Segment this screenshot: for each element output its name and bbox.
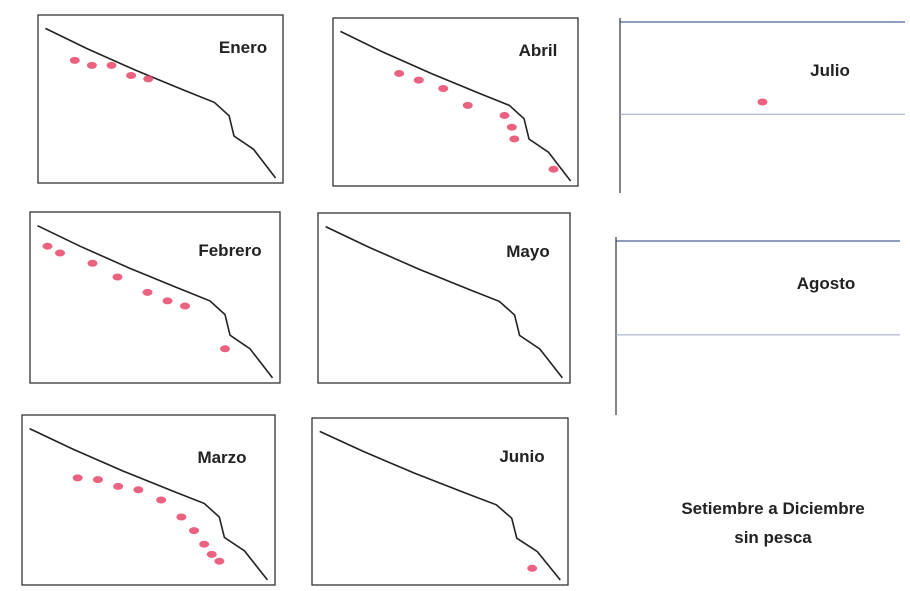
map-panel: Marzo: [21, 414, 276, 586]
catch-area: [462, 101, 473, 109]
map-panel: Agosto: [615, 237, 900, 415]
catch-area: [413, 76, 424, 84]
month-label: Marzo: [197, 448, 246, 467]
coastline: [340, 30, 572, 182]
note-line: sin pesca: [734, 528, 812, 547]
catch-area: [199, 540, 210, 548]
catch-area: [106, 61, 117, 69]
map-panel: Julio: [619, 18, 905, 193]
catch-area: [214, 557, 225, 565]
note-line: Setiembre a Diciembre: [681, 499, 864, 518]
coastline: [29, 427, 269, 581]
catch-area: [113, 482, 124, 490]
coastline: [325, 225, 564, 379]
map-panel: Mayo: [317, 212, 571, 384]
map-panel: Junio: [311, 417, 569, 586]
catch-area: [142, 288, 153, 296]
catch-area: [156, 496, 167, 504]
coastline: [37, 224, 274, 379]
catch-area: [548, 165, 559, 173]
map-panel: Abril: [332, 17, 579, 187]
catch-area: [527, 564, 538, 572]
month-label: Enero: [219, 38, 267, 57]
map-panel: Enero: [37, 14, 284, 184]
frame: [317, 212, 571, 384]
month-label: Febrero: [198, 241, 261, 260]
catch-area: [112, 273, 123, 281]
catch-area: [206, 550, 217, 558]
month-label: Julio: [810, 61, 850, 80]
catch-area: [126, 71, 137, 79]
catch-area: [42, 242, 53, 250]
catch-area: [506, 123, 517, 131]
coastline: [45, 27, 277, 179]
catch-area: [92, 476, 103, 484]
catch-area: [72, 474, 83, 482]
catch-area: [499, 111, 510, 119]
catch-area: [133, 486, 144, 494]
catch-area: [55, 249, 65, 257]
catch-area: [189, 527, 200, 535]
catch-area: [162, 297, 173, 305]
frame: [332, 17, 579, 187]
catch-area: [220, 345, 230, 353]
catch-area: [86, 61, 97, 69]
frame: [37, 14, 284, 184]
map-panel: Febrero: [29, 211, 281, 384]
month-label: Agosto: [797, 274, 856, 293]
month-label: Mayo: [506, 242, 549, 261]
catch-area: [509, 135, 520, 143]
catch-area: [143, 75, 154, 83]
catch-area: [180, 302, 190, 310]
frame: [21, 414, 276, 586]
catch-area: [438, 85, 449, 93]
month-label: Abril: [519, 41, 558, 60]
catch-area: [394, 69, 405, 77]
catch-area: [87, 259, 98, 267]
catch-area: [757, 98, 768, 106]
frame: [29, 211, 281, 384]
frame: [311, 417, 569, 586]
catch-area: [176, 513, 187, 521]
catch-area: [69, 56, 80, 64]
month-label: Junio: [499, 447, 544, 466]
coastline: [319, 430, 561, 581]
